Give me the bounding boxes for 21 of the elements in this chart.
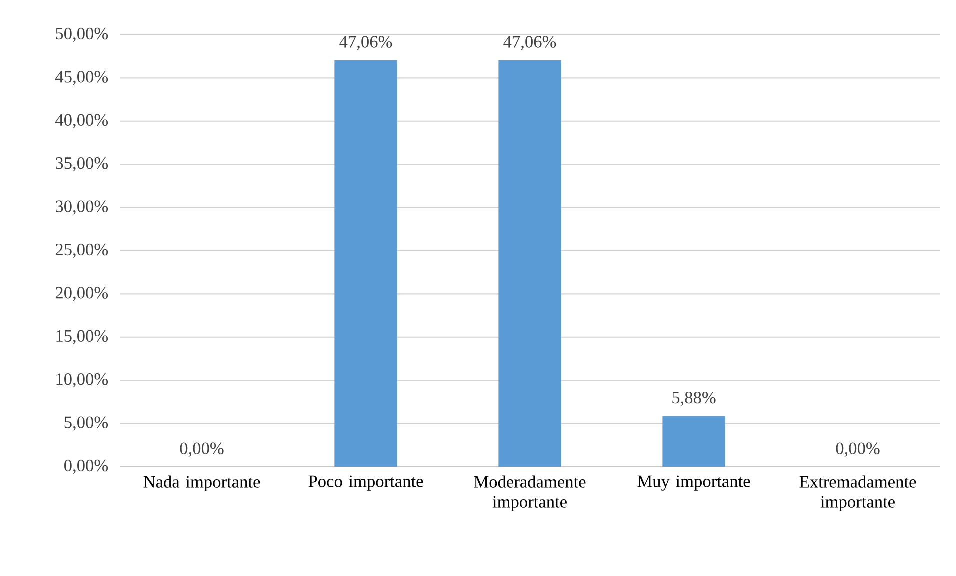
x-tick-label: Poco importante bbox=[308, 476, 424, 491]
x-tick-label: Extremadamente importante bbox=[800, 476, 916, 512]
y-tick-label: 35,00% bbox=[56, 158, 108, 172]
y-tick-label: 30,00% bbox=[56, 200, 108, 215]
y-tick-label: 25,00% bbox=[56, 244, 108, 258]
data-label: 47,06% bbox=[340, 36, 392, 50]
y-tick-label: 20,00% bbox=[56, 287, 108, 302]
y-tick-label: 15,00% bbox=[56, 330, 108, 345]
y-tick-label: 10,00% bbox=[56, 374, 108, 388]
data-label: 5,88% bbox=[672, 392, 716, 406]
y-tick-label: 0,00% bbox=[64, 460, 108, 474]
x-tick-label: Moderadamente importante bbox=[474, 476, 586, 512]
y-tick-label: 50,00% bbox=[56, 28, 108, 42]
x-tick-label: Muy importante bbox=[638, 476, 750, 491]
y-tick-label: 40,00% bbox=[56, 114, 108, 129]
y-tick-label: 5,00% bbox=[64, 416, 108, 431]
data-label: 47,06% bbox=[504, 36, 556, 50]
x-tick-label: Nada importante bbox=[144, 476, 260, 492]
data-label: 0,00% bbox=[836, 442, 880, 457]
data-label: 0,00% bbox=[180, 442, 224, 457]
y-tick-label: 45,00% bbox=[56, 71, 108, 86]
